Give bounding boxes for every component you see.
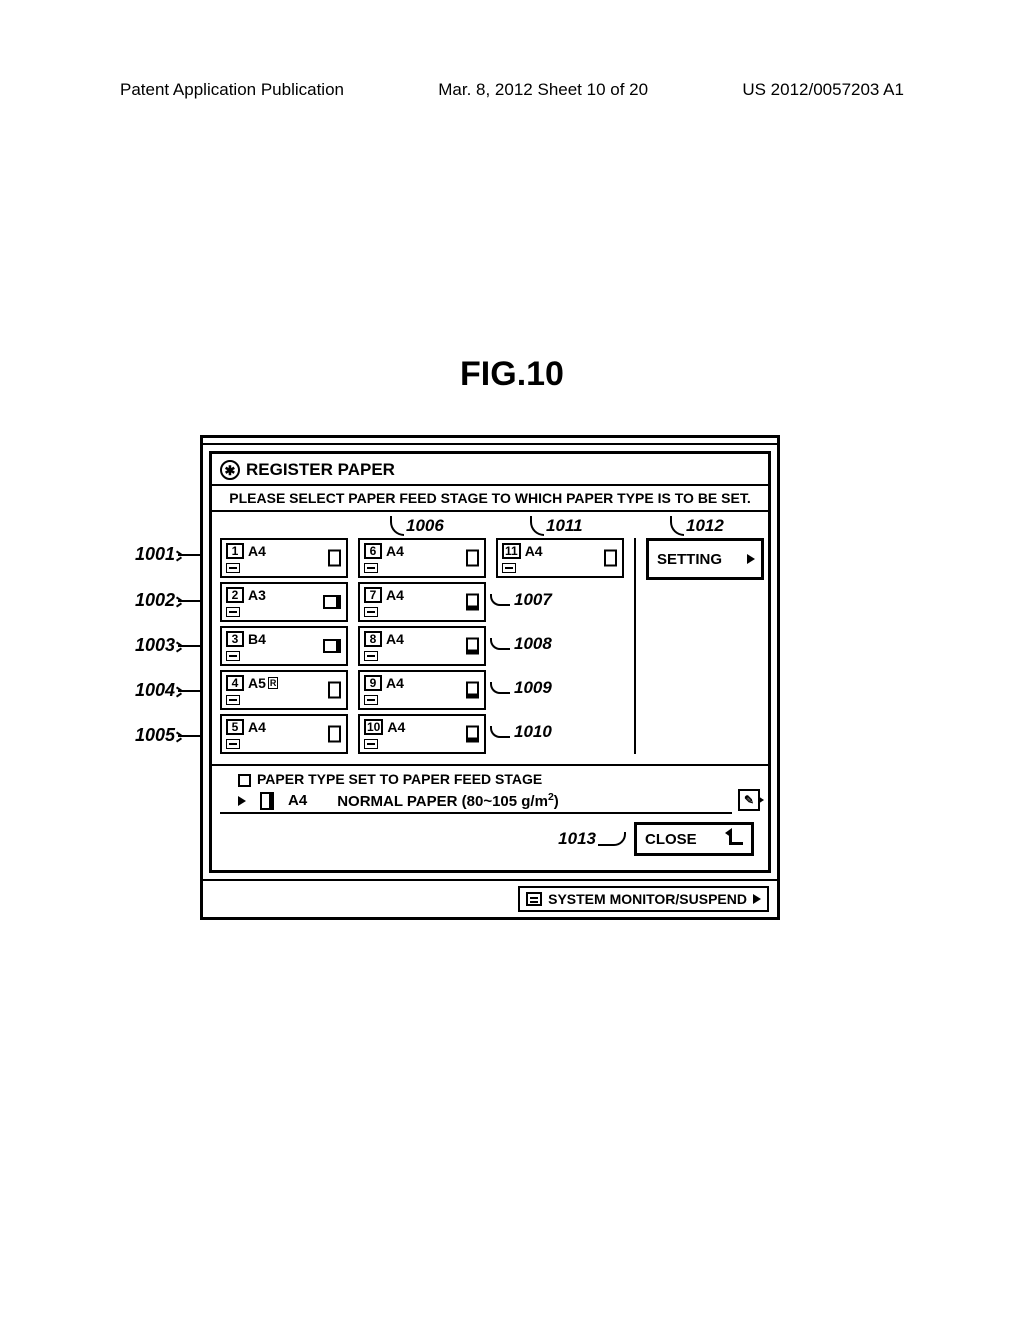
ref-1001: 1001 bbox=[135, 544, 200, 565]
title-row: ✱ REGISTER PAPER bbox=[212, 454, 768, 484]
chevron-right-icon bbox=[753, 894, 761, 904]
tray-column-2: 6 A4 7 A4 8 A4 bbox=[358, 538, 486, 754]
orientation-icon bbox=[604, 550, 617, 567]
legend-detail: A4 NORMAL PAPER (80~105 g/m2) ✎ bbox=[220, 789, 732, 814]
orientation-icon bbox=[466, 726, 479, 743]
figure-label: FIG.10 bbox=[0, 355, 1024, 394]
legend-size: A4 bbox=[288, 792, 307, 809]
ref-1004: 1004 bbox=[135, 680, 200, 701]
page-icon bbox=[260, 792, 274, 810]
setting-column: SETTING bbox=[646, 538, 764, 754]
tray-7[interactable]: 7 A4 bbox=[358, 582, 486, 622]
orientation-icon bbox=[328, 550, 341, 567]
tray-2[interactable]: 2 A3 bbox=[220, 582, 348, 622]
star-icon: ✱ bbox=[220, 460, 240, 480]
orientation-icon bbox=[466, 638, 479, 655]
header-right: US 2012/0057203 A1 bbox=[742, 80, 904, 100]
orientation-icon bbox=[323, 595, 341, 609]
setting-button[interactable]: SETTING bbox=[646, 538, 764, 580]
chevron-right-icon bbox=[747, 554, 755, 564]
orientation-icon bbox=[466, 682, 479, 699]
header-center: Mar. 8, 2012 Sheet 10 of 20 bbox=[438, 80, 648, 100]
ref-1003: 1003 bbox=[135, 635, 200, 656]
tray-10[interactable]: 10 A4 bbox=[358, 714, 486, 754]
orientation-icon bbox=[466, 550, 479, 567]
orientation-icon bbox=[328, 682, 341, 699]
system-row: SYSTEM MONITOR/SUSPEND bbox=[203, 879, 777, 917]
scroll-right-icon[interactable]: ✎ bbox=[738, 789, 760, 811]
ref-1007: 1007 bbox=[490, 590, 552, 610]
orientation-icon bbox=[323, 639, 341, 653]
patent-page-header: Patent Application Publication Mar. 8, 2… bbox=[120, 80, 904, 100]
tray-8[interactable]: 8 A4 bbox=[358, 626, 486, 666]
orientation-icon bbox=[466, 594, 479, 611]
prompt-text: PLEASE SELECT PAPER FEED STAGE TO WHICH … bbox=[212, 484, 768, 512]
ref-1013: 1013 bbox=[558, 829, 626, 849]
legend-title: PAPER TYPE SET TO PAPER FEED STAGE bbox=[220, 766, 760, 789]
legend-type: NORMAL PAPER (80~105 g/m2) bbox=[337, 791, 559, 810]
close-button[interactable]: CLOSE bbox=[634, 822, 754, 856]
tray-1[interactable]: 1 A4 bbox=[220, 538, 348, 578]
screen: ✱ REGISTER PAPER PLEASE SELECT PAPER FEE… bbox=[209, 451, 771, 873]
close-label: CLOSE bbox=[645, 831, 697, 848]
system-monitor-label: SYSTEM MONITOR/SUSPEND bbox=[548, 891, 747, 907]
ref-1009: 1009 bbox=[490, 678, 552, 698]
ref-1010: 1010 bbox=[490, 722, 552, 742]
disk-icon bbox=[526, 892, 542, 906]
tray-11[interactable]: 11 A4 bbox=[496, 538, 624, 578]
tray-5[interactable]: 5 A4 bbox=[220, 714, 348, 754]
ref-1002: 1002 bbox=[135, 590, 200, 611]
tray-4[interactable]: 4 A5R bbox=[220, 670, 348, 710]
main-area: 1006 1011 1012 1 A4 2 A3 bbox=[212, 512, 768, 870]
ref-1008: 1008 bbox=[490, 634, 552, 654]
tray-9[interactable]: 9 A4 bbox=[358, 670, 486, 710]
setting-label: SETTING bbox=[657, 551, 722, 568]
ref-1005: 1005 bbox=[135, 725, 200, 746]
top-callouts: 1006 1011 1012 bbox=[220, 516, 760, 538]
device-frame: ✱ REGISTER PAPER PLEASE SELECT PAPER FEE… bbox=[200, 435, 780, 920]
legend-square-icon bbox=[238, 774, 251, 787]
tray-column-1: 1 A4 2 A3 3 B4 bbox=[220, 538, 348, 754]
system-monitor-button[interactable]: SYSTEM MONITOR/SUSPEND bbox=[518, 886, 769, 912]
device-statusbar bbox=[203, 438, 777, 445]
header-left: Patent Application Publication bbox=[120, 80, 344, 100]
tray-6[interactable]: 6 A4 bbox=[358, 538, 486, 578]
screen-title: REGISTER PAPER bbox=[246, 460, 395, 480]
return-icon bbox=[729, 833, 743, 845]
orientation-icon bbox=[328, 726, 341, 743]
triangle-right-icon bbox=[238, 796, 246, 806]
tray-3[interactable]: 3 B4 bbox=[220, 626, 348, 666]
